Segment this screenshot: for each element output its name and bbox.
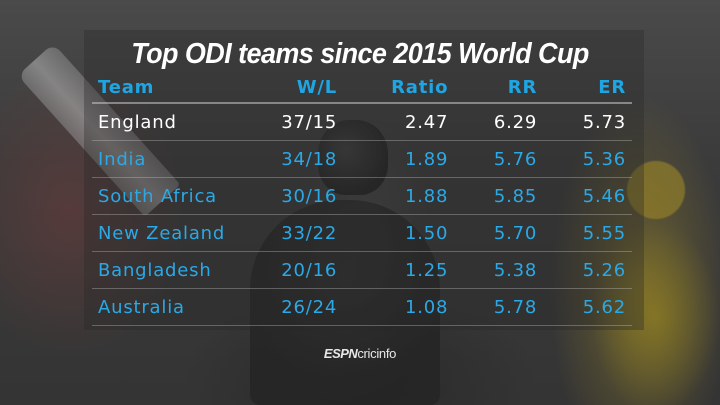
rr-cell: 5.78 [454,288,544,326]
ratio-cell: 1.50 [343,214,455,252]
rr-cell: 5.70 [454,214,544,252]
graphic-title: Top ODI teams since 2015 World Cup [131,38,589,70]
er-cell: 5.73 [543,103,632,141]
er-cell: 5.55 [543,214,632,252]
team-cell: South Africa [92,177,234,215]
er-cell: 5.46 [543,177,632,215]
table-row: England 37/15 2.47 6.29 5.73 [92,103,632,141]
cricinfo-wordmark: cricinfo [357,346,397,361]
table-row: New Zealand 33/22 1.50 5.70 5.55 [92,214,632,252]
team-cell: India [92,140,234,178]
wl-cell: 20/16 [234,251,344,289]
er-cell: 5.26 [543,251,632,289]
wl-cell: 26/24 [234,288,344,326]
table-row: Australia 26/24 1.08 5.78 5.62 [92,288,632,326]
team-cell: Australia [92,288,234,326]
ratio-cell: 1.89 [343,140,455,178]
ratio-cell: 2.47 [343,103,455,141]
espncricinfo-logo: ESPNcricinfo [0,346,720,361]
espn-wordmark: ESPN [323,346,358,361]
ratio-cell: 1.88 [343,177,455,215]
er-cell: 5.36 [543,140,632,178]
wl-cell: 37/15 [234,103,344,141]
wl-cell: 34/18 [234,140,344,178]
team-cell: New Zealand [92,214,234,252]
rr-cell: 6.29 [454,103,544,141]
stats-table: Team W/L Ratio RR ER England 37/15 2.47 … [92,72,632,326]
ratio-cell: 1.25 [343,251,455,289]
col-header-team: Team [92,72,234,104]
team-cell: Bangladesh [92,251,234,289]
table-row: South Africa 30/16 1.88 5.85 5.46 [92,177,632,215]
wl-cell: 30/16 [234,177,344,215]
er-cell: 5.62 [543,288,632,326]
wl-cell: 33/22 [234,214,344,252]
col-header-wl: W/L [234,72,344,104]
table-header-row: Team W/L Ratio RR ER [92,72,632,104]
ratio-cell: 1.08 [343,288,455,326]
col-header-ratio: Ratio [343,72,455,104]
rr-cell: 5.85 [454,177,544,215]
team-cell: England [92,103,234,141]
rr-cell: 5.38 [454,251,544,289]
col-header-er: ER [543,72,632,104]
table-row: India 34/18 1.89 5.76 5.36 [92,140,632,178]
rr-cell: 5.76 [454,140,544,178]
col-header-rr: RR [454,72,544,104]
table-row: Bangladesh 20/16 1.25 5.38 5.26 [92,251,632,289]
